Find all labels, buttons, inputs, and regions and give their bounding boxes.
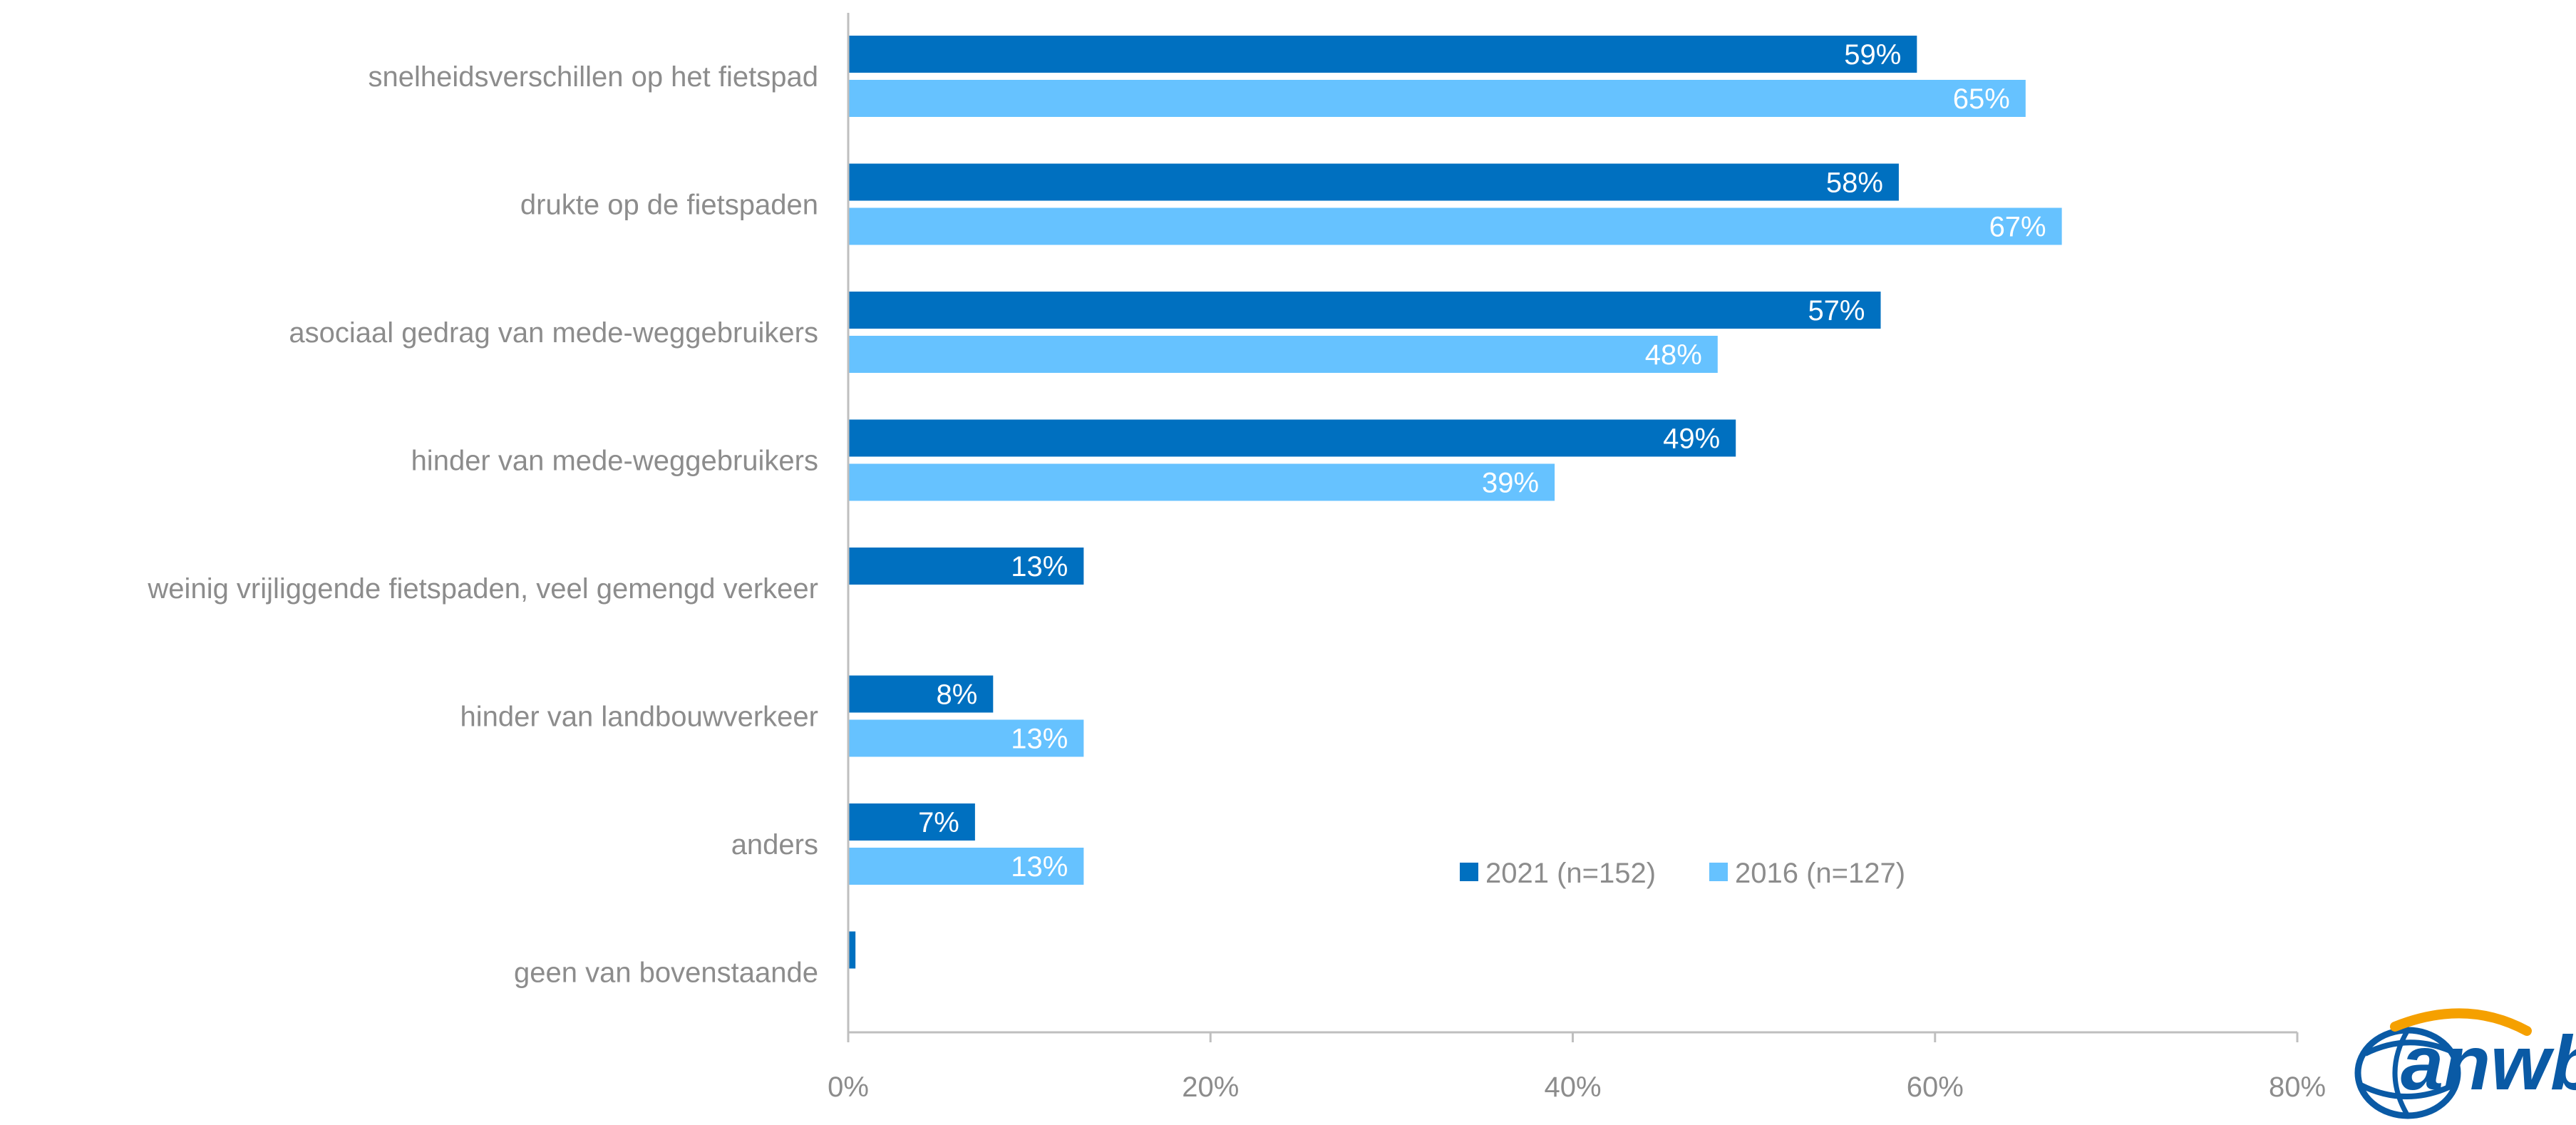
x-tick-label: 80%	[2269, 1072, 2326, 1103]
bar-2016	[848, 80, 2026, 117]
x-tick-label: 0%	[828, 1072, 869, 1103]
x-ticks: 0% 20% 40% 60% 80%	[828, 1032, 2326, 1103]
category-label: drukte op de fietspaden	[520, 190, 818, 221]
bar-2021	[848, 163, 1899, 201]
bar-2021	[848, 548, 1084, 585]
bar-value-label: 39%	[1482, 468, 1539, 499]
bar-value-label: 7%	[918, 807, 959, 838]
bar-2016	[848, 463, 1555, 501]
legend-label-2021: 2021 (n=152)	[1485, 858, 1656, 889]
x-tick-label: 20%	[1182, 1072, 1239, 1103]
bar-2021	[848, 419, 1736, 457]
bar-value-label: 13%	[1011, 724, 1068, 755]
bar-2016	[848, 336, 1718, 373]
bar-2016	[848, 848, 1084, 885]
bar-value-label: 57%	[1808, 295, 1865, 327]
globe-icon	[2354, 1008, 2532, 1119]
bar-value-label: 13%	[1011, 851, 1068, 883]
anwb-logo: anwb	[2354, 1008, 2576, 1119]
category-label: anders	[731, 829, 818, 861]
bar-value-label: 59%	[1844, 39, 1901, 71]
bar-value-label: 49%	[1663, 423, 1720, 455]
bar-value-label: 13%	[1011, 551, 1068, 582]
category-label: geen van bovenstaande	[514, 957, 818, 989]
bar-value-label: 58%	[1826, 168, 1883, 199]
bars	[848, 36, 2062, 969]
bar-value-labels: 59% 65% 58% 67% 57% 48% 49% 39% 13% 8% 13% 7% 13%	[918, 39, 2046, 883]
logo-text: anwb	[2401, 1019, 2576, 1106]
x-tick-label: 40%	[1544, 1072, 1601, 1103]
category-label: hinder van mede-weggebruikers	[411, 446, 818, 477]
legend-swatch-2016	[1709, 863, 1728, 881]
bar-value-label: 8%	[936, 679, 977, 711]
category-label: asociaal gedrag van mede-weggebruikers	[289, 317, 818, 349]
bar-value-label: 65%	[1953, 83, 2010, 115]
legend-swatch-2021	[1460, 863, 1478, 881]
category-label: hinder van landbouwverkeer	[460, 702, 818, 733]
bar-2021	[848, 803, 975, 841]
legend: 2021 (n=152) 2016 (n=127)	[1460, 858, 1905, 889]
bar-2016	[848, 719, 1084, 757]
category-labels: snelheidsverschillen op het fietspad druk…	[147, 61, 818, 989]
x-tick-label: 60%	[1907, 1072, 1964, 1103]
bar-2016	[848, 207, 2062, 245]
bar-2021	[848, 292, 1881, 329]
bar-value-label: 67%	[1989, 212, 2046, 243]
legend-label-2016: 2016 (n=127)	[1735, 858, 1905, 889]
bar-value-label: 48%	[1645, 339, 1702, 371]
bar-2021	[848, 36, 1917, 73]
bar-2021	[848, 931, 856, 969]
category-label: weinig vrijliggende fietspaden, veel gem…	[147, 573, 818, 605]
category-label: snelheidsverschillen op het fietspad	[368, 61, 818, 93]
bar-2021	[848, 675, 994, 713]
